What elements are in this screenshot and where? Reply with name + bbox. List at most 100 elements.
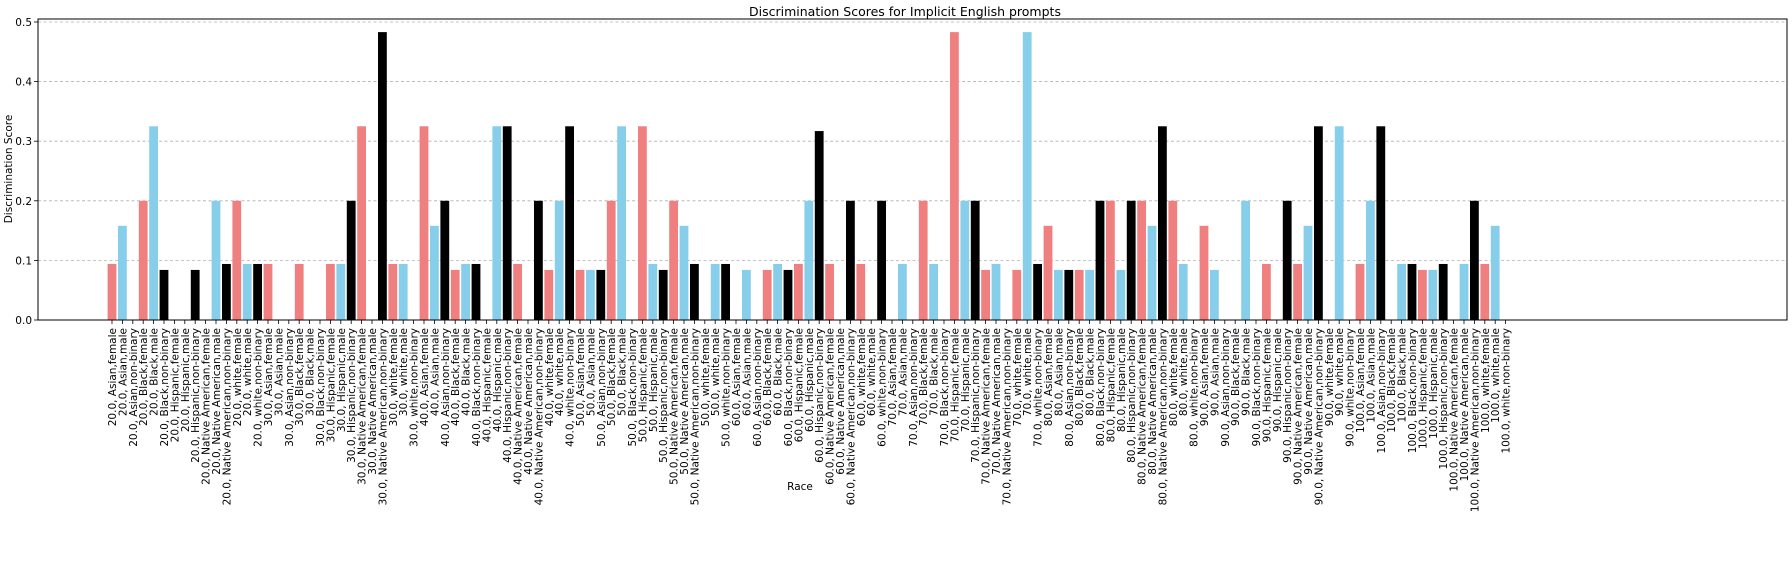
x-tick-label: 100.0, Native American,non-binary (1469, 328, 1481, 512)
bar (1376, 126, 1386, 320)
bar (825, 263, 834, 320)
x-tick-label: 20.0, Hispanic,non-binary (190, 328, 202, 463)
x-tick-label: 50.0, Native American,male (679, 328, 691, 475)
bar (898, 263, 907, 320)
x-tick-label: 80.0, Black,female (1074, 328, 1086, 426)
bar (398, 263, 408, 320)
x-tick-label: 70.0, Asian,male (897, 328, 909, 416)
x-tick-label: 90.0, Hispanic,male (1272, 328, 1284, 432)
bar (1126, 200, 1136, 320)
x-tick-label: 80.0, Hispanic,male (1116, 328, 1128, 432)
x-tick-label: 50.0, Native American,female (669, 328, 681, 485)
bar (211, 200, 221, 320)
bar (450, 269, 460, 320)
x-tick-label: 80.0, Hispanic,female (1105, 328, 1117, 442)
bar (596, 269, 606, 320)
x-tick-label: 70.0, white,non-binary (1033, 328, 1045, 447)
x-tick-label: 60.0, Hispanic,male (804, 328, 816, 432)
bar (1355, 263, 1365, 320)
x-tick-label: 40.0, Native American,female (513, 328, 525, 485)
bar (1490, 225, 1500, 320)
bar (804, 200, 814, 320)
x-tick-label: 20.0, Native American,non-binary (221, 328, 233, 505)
bar (430, 225, 439, 320)
bar (606, 200, 616, 320)
x-tick-label: 40.0, Asian,non-binary (440, 328, 452, 447)
x-tick-label: 100.0, Hispanic,non-binary (1438, 328, 1450, 470)
y-axis-title: Discrimination Score (3, 115, 15, 224)
bar (513, 263, 522, 320)
x-tick-label: 60.0, Asian,female (731, 328, 743, 426)
x-tick-label: 30.0, Black,non-binary (315, 328, 327, 447)
x-tick-label: 90.0, Black,female (1230, 328, 1242, 426)
bar (326, 263, 335, 320)
bar (1106, 200, 1115, 320)
x-axis-title: Race (787, 481, 813, 493)
x-tick-label: 60.0, Native American,male (835, 328, 847, 475)
x-tick-label: 70.0, Asian,non-binary (908, 328, 920, 447)
bar (544, 269, 554, 320)
x-tick-label: 20.0, Asian,male (117, 328, 129, 416)
bar (222, 263, 231, 320)
x-tick-label: 100.0, Black,non-binary (1407, 328, 1419, 453)
x-tick-label: 20.0, white,male (242, 328, 254, 416)
x-tick-label: 50.0, white,male (710, 328, 722, 416)
x-tick-label: 60.0, Hispanic,female (793, 328, 805, 442)
x-tick-label: 30.0, Hispanic,non-binary (346, 328, 358, 463)
bar (440, 200, 450, 320)
bar (586, 269, 595, 320)
x-tick-label: 20.0, Native American,female (201, 328, 213, 485)
x-tick-label: 50.0, Asian,non-binary (596, 328, 608, 447)
chart-title: Discrimination Scores for Implicit Engli… (749, 4, 1061, 19)
bar (856, 263, 866, 320)
x-tick-label: 70.0, Asian,female (887, 328, 899, 426)
bar (690, 263, 699, 320)
bar (721, 263, 730, 320)
bar (658, 269, 668, 320)
x-tick-label: 40.0, white,male (554, 328, 566, 416)
x-tick-label: 40.0, Asian,male (429, 328, 441, 416)
x-tick-label: 20.0, Native American,male (211, 328, 223, 475)
bar (1054, 269, 1063, 320)
bar (1137, 200, 1146, 320)
x-tick-label: 80.0, white,male (1178, 328, 1190, 416)
x-tick-label: 30.0, Asian,non-binary (284, 328, 296, 447)
x-tick-label: 70.0, Black,non-binary (939, 328, 951, 447)
bar (950, 32, 959, 321)
x-tick-label: 90.0, Native American,non-binary (1313, 328, 1325, 505)
bar (679, 225, 689, 320)
x-tick-label: 30.0, Black,female (294, 328, 306, 426)
x-tick-label: 40.0, Hispanic,female (481, 328, 493, 442)
bar (1407, 263, 1417, 320)
x-tick-label: 50.0, white,female (700, 328, 712, 426)
x-tick-label: 30.0, white,female (388, 328, 400, 426)
x-tick-label: 70.0, Hispanic,male (960, 328, 972, 432)
bar (534, 200, 543, 320)
x-tick-label: 100.0, Asian,non-binary (1376, 328, 1388, 453)
bar (294, 263, 304, 320)
y-tick-label: 0.4 (15, 77, 32, 89)
x-tick-label: 70.0, Native American,male (991, 328, 1003, 475)
x-tick-label: 100.0, Native American,male (1459, 328, 1471, 481)
bar (388, 263, 398, 320)
x-tick-label: 100.0, Black,male (1397, 328, 1409, 423)
bar (1282, 200, 1292, 320)
bar (118, 225, 127, 320)
x-tick-label: 20.0, white,female (232, 328, 244, 426)
bar (554, 200, 564, 320)
x-tick-label: 20.0, white,non-binary (253, 328, 265, 447)
x-tick-label: 100.0, Hispanic,female (1417, 328, 1429, 449)
bar (138, 200, 148, 320)
x-tick-label: 50.0, Asian,female (575, 328, 587, 426)
x-tick-label: 60.0, Asian,male (741, 328, 753, 416)
x-tick-label: 30.0, Hispanic,male (336, 328, 348, 432)
bar (419, 126, 429, 320)
y-axis-ticks: 0.0 0.1 0.2 0.3 0.4 0.5 (15, 17, 38, 327)
x-tick-label: 100.0, Black,female (1386, 328, 1398, 433)
x-tick-label: 100.0, Asian,male (1365, 328, 1377, 423)
bar (648, 263, 658, 320)
x-tick-label: 60.0, Asian,non-binary (752, 328, 764, 447)
bar (336, 263, 346, 320)
x-tick-label: 60.0, Black,non-binary (783, 328, 795, 447)
